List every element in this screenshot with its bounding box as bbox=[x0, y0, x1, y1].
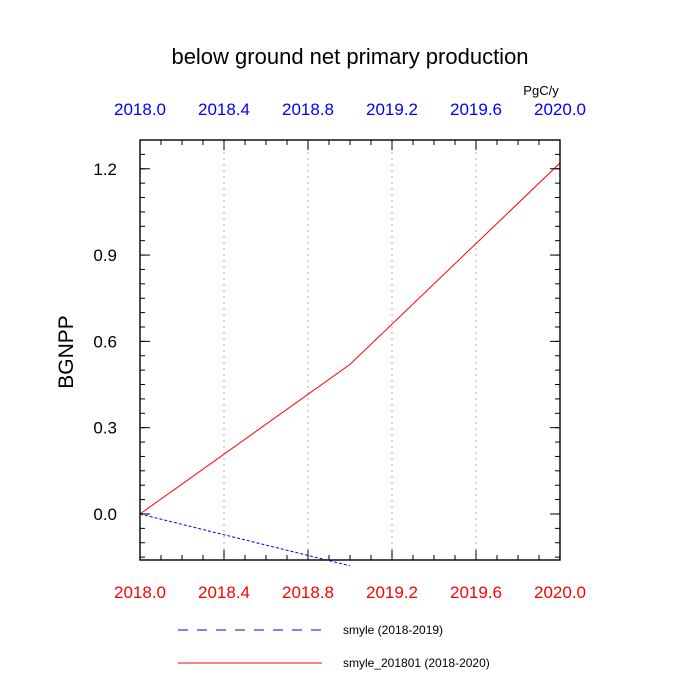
x-tick-label: 2020.0 bbox=[534, 583, 586, 602]
y-tick-label: 0.9 bbox=[93, 246, 117, 265]
plot-frame bbox=[139, 139, 561, 561]
x-tick-label: 2018.0 bbox=[114, 583, 166, 602]
y-tick-label: 0.3 bbox=[93, 419, 117, 438]
x-tick-label: 2019.6 bbox=[450, 583, 502, 602]
chart-title: below ground net primary production bbox=[171, 44, 528, 69]
y-tick-label: 1.2 bbox=[93, 160, 117, 179]
x-tick-label-top: 2020.0 bbox=[534, 100, 586, 119]
grid bbox=[223, 140, 477, 560]
y-tick-label: 0.0 bbox=[93, 505, 117, 524]
y-tick-label: 0.6 bbox=[93, 332, 117, 351]
legend: smyle (2018-2019) smyle_201801 (2018-2020… bbox=[178, 623, 490, 670]
x-tick-label-top: 2018.4 bbox=[198, 100, 250, 119]
series-layer bbox=[139, 162, 561, 567]
series-line-2 bbox=[139, 162, 561, 515]
legend-label-2: smyle_201801 (2018-2020) bbox=[343, 656, 490, 670]
series-line-1 bbox=[139, 513, 351, 567]
x-tick-label-top: 2018.0 bbox=[114, 100, 166, 119]
x-tick-label-top: 2019.2 bbox=[366, 100, 418, 119]
x-tick-label-top: 2019.6 bbox=[450, 100, 502, 119]
axes: 2018.0 2018.4 2018.8 2019.2 2019.6 2020.0 2018… bbox=[93, 100, 586, 602]
x-tick-label: 2018.8 bbox=[282, 583, 334, 602]
legend-label-1: smyle (2018-2019) bbox=[343, 623, 443, 637]
x-tick-label: 2018.4 bbox=[198, 583, 250, 602]
x-tick-label: 2019.2 bbox=[366, 583, 418, 602]
units-label: PgC/y bbox=[523, 83, 559, 98]
x-tick-label-top: 2018.8 bbox=[282, 100, 334, 119]
y-axis-label: BGNPP bbox=[55, 315, 78, 389]
